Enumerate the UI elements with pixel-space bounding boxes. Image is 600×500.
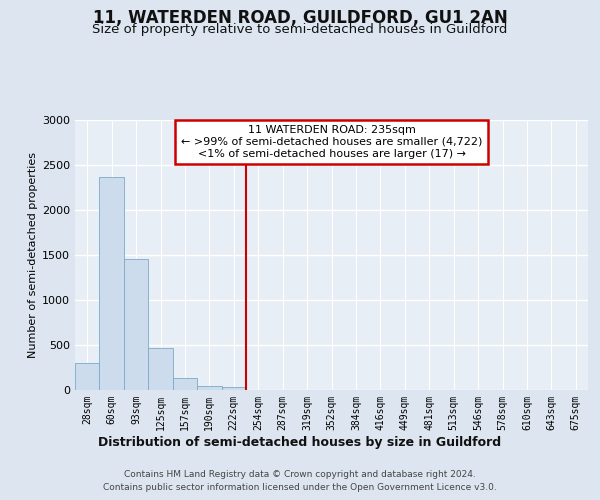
Bar — [197, 386, 221, 390]
Text: Distribution of semi-detached houses by size in Guildford: Distribution of semi-detached houses by … — [98, 436, 502, 449]
Bar — [124, 258, 148, 390]
Y-axis label: Number of semi-detached properties: Number of semi-detached properties — [28, 152, 38, 358]
Bar — [173, 378, 197, 390]
Bar — [75, 363, 100, 390]
Bar — [100, 176, 124, 390]
Text: 11 WATERDEN ROAD: 235sqm
← >99% of semi-detached houses are smaller (4,722)
<1% : 11 WATERDEN ROAD: 235sqm ← >99% of semi-… — [181, 126, 482, 158]
Bar — [148, 348, 173, 390]
Text: Size of property relative to semi-detached houses in Guildford: Size of property relative to semi-detach… — [92, 22, 508, 36]
Text: Contains HM Land Registry data © Crown copyright and database right 2024.
Contai: Contains HM Land Registry data © Crown c… — [103, 470, 497, 492]
Bar — [221, 388, 246, 390]
Text: 11, WATERDEN ROAD, GUILDFORD, GU1 2AN: 11, WATERDEN ROAD, GUILDFORD, GU1 2AN — [92, 8, 508, 26]
